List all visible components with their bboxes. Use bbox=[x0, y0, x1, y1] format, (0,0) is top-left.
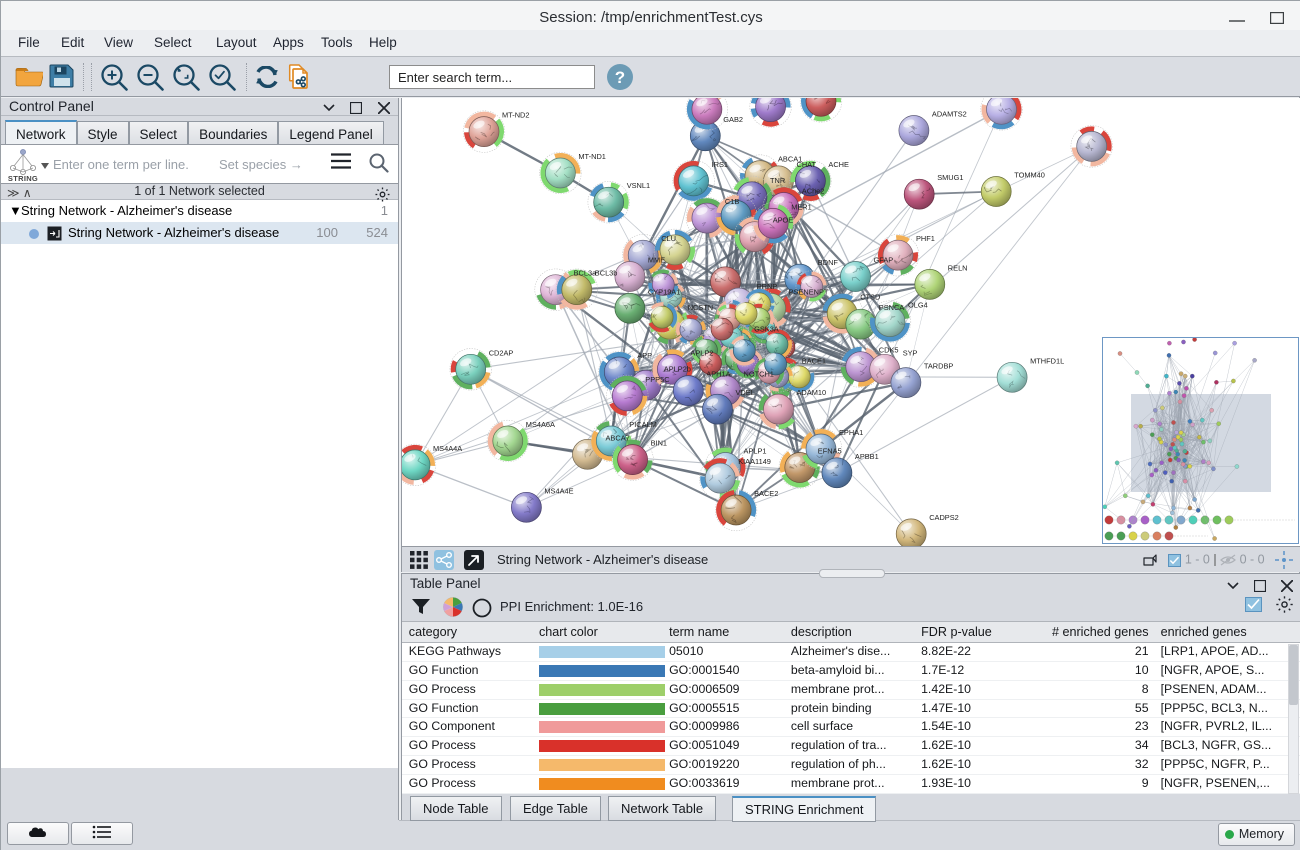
svg-text:PPP5C: PPP5C bbox=[645, 375, 670, 384]
svg-text:CTSD: CTSD bbox=[860, 293, 880, 302]
svg-text:SMUG1: SMUG1 bbox=[937, 173, 963, 182]
svg-text:AChe2: AChe2 bbox=[802, 187, 825, 196]
svg-text:APBB1: APBB1 bbox=[855, 452, 879, 461]
svg-text:MER1: MER1 bbox=[791, 202, 812, 211]
svg-text:BCL3a: BCL3a bbox=[574, 269, 597, 278]
svg-text:EFNA5: EFNA5 bbox=[818, 447, 842, 456]
svg-text:APLP2b: APLP2b bbox=[664, 364, 691, 373]
svg-text:KIAA1149: KIAA1149 bbox=[738, 457, 771, 466]
svg-text:CHAT: CHAT bbox=[797, 160, 817, 169]
svg-text:?: ? bbox=[615, 68, 625, 87]
svg-text:ABCA7: ABCA7 bbox=[606, 433, 630, 442]
svg-text:GSK3A: GSK3A bbox=[754, 325, 779, 334]
svg-text:TNR: TNR bbox=[770, 176, 785, 185]
svg-text:VDEL: VDEL bbox=[736, 388, 755, 397]
svg-text:APP: APP bbox=[637, 351, 652, 360]
svg-text:CADPS2: CADPS2 bbox=[929, 513, 959, 522]
svg-text:PSNCA: PSNCA bbox=[879, 303, 905, 312]
svg-text:MS4A4A: MS4A4A bbox=[433, 444, 462, 453]
svg-text:APOE: APOE bbox=[773, 216, 794, 225]
svg-text:CYP19A1: CYP19A1 bbox=[648, 287, 680, 296]
svg-text:BIN1: BIN1 bbox=[651, 439, 667, 448]
svg-text:BCL3b: BCL3b bbox=[595, 269, 618, 278]
svg-text:CD2AP: CD2AP bbox=[489, 348, 514, 357]
svg-text:ADAMTS2: ADAMTS2 bbox=[932, 110, 967, 119]
svg-text:PRNP: PRNP bbox=[757, 282, 778, 291]
svg-text:BACE2: BACE2 bbox=[754, 489, 778, 498]
svg-text:PSENENPT: PSENENPT bbox=[789, 287, 829, 296]
svg-text:PHF1: PHF1 bbox=[916, 234, 935, 243]
svg-text:CLU: CLU bbox=[661, 234, 676, 243]
svg-text:RELN: RELN bbox=[948, 263, 968, 272]
svg-text:MT-ND1: MT-ND1 bbox=[578, 152, 606, 161]
svg-text:IRS1: IRS1 bbox=[712, 160, 728, 169]
svg-text:TARDBP: TARDBP bbox=[924, 362, 953, 371]
svg-text:TOMM40: TOMM40 bbox=[1014, 171, 1045, 180]
svg-text:SYP: SYP bbox=[903, 348, 918, 357]
svg-text:NOTCH1: NOTCH1 bbox=[744, 370, 774, 379]
svg-text:APLP2: APLP2 bbox=[690, 348, 713, 357]
svg-text:VSNL1: VSNL1 bbox=[627, 181, 650, 190]
svg-text:C1B: C1B bbox=[725, 197, 739, 206]
svg-text:EPHA1: EPHA1 bbox=[839, 428, 863, 437]
svg-text:PICALM: PICALM bbox=[629, 420, 657, 429]
svg-text:BDNF: BDNF bbox=[818, 258, 839, 267]
svg-text:OLG4: OLG4 bbox=[908, 301, 928, 310]
svg-text:MS4A4E: MS4A4E bbox=[544, 486, 573, 495]
svg-text:ACHE: ACHE bbox=[828, 160, 849, 169]
svg-text:MT-ND2: MT-ND2 bbox=[502, 111, 530, 120]
svg-text:MS4A6A: MS4A6A bbox=[526, 420, 555, 429]
svg-text:BACE1: BACE1 bbox=[802, 356, 826, 365]
svg-text:GFAP: GFAP bbox=[874, 256, 894, 265]
svg-text:APH1A: APH1A bbox=[706, 370, 730, 379]
svg-text:MME: MME bbox=[648, 256, 665, 265]
svg-text:CDK5: CDK5 bbox=[879, 346, 899, 355]
svg-text:GAB2: GAB2 bbox=[723, 115, 743, 124]
svg-text:NCSTN: NCSTN bbox=[688, 303, 713, 312]
svg-text:APLP1: APLP1 bbox=[744, 447, 767, 456]
svg-text:ADAM10: ADAM10 bbox=[797, 388, 827, 397]
svg-text:MTHFD1L: MTHFD1L bbox=[1030, 356, 1064, 365]
